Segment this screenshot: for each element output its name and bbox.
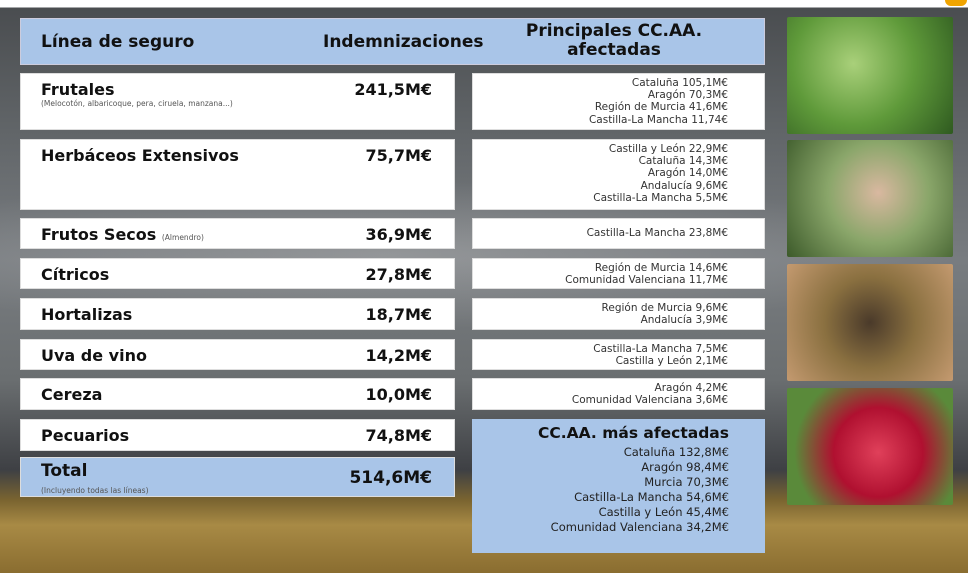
row-label: Cítricos	[41, 265, 110, 284]
table-row: Pecuarios 74,8M€	[20, 419, 455, 451]
header-regions-line2: afectadas	[567, 40, 661, 60]
region-item: Andalucía 9,6M€	[640, 179, 728, 192]
regions-cell: Castilla-La Mancha 7,5M€ Castilla y León …	[472, 339, 765, 370]
row-label: Cereza	[41, 385, 103, 404]
summary-item: Comunidad Valenciana 34,2M€	[550, 520, 729, 534]
regions-cell: Castilla-La Mancha 23,8M€	[472, 218, 765, 249]
header-regions: Principales CC.AA. afectadas	[514, 22, 714, 60]
table-header: Línea de seguro Indemnizaciones Principa…	[20, 18, 765, 65]
table-row: Frutales (Melocotón, albaricoque, pera, …	[20, 73, 455, 130]
region-item: Cataluña 14,3M€	[638, 155, 728, 168]
regions-cell: Región de Murcia 9,6M€ Andalucía 3,9M€	[472, 298, 765, 330]
region-item: Aragón 14,0M€	[647, 167, 728, 180]
photo-almond	[787, 140, 953, 257]
regions-cell: Cataluña 105,1M€ Aragón 70,3M€ Región de M…	[472, 73, 765, 130]
region-item: Castilla-La Mancha 23,8M€	[586, 227, 728, 239]
region-item: Aragón 4,2M€	[654, 382, 728, 394]
summary-item: Castilla-La Mancha 54,6M€	[574, 490, 729, 504]
row-value: 241,5M€	[354, 80, 432, 99]
summary-title: CC.AA. más afectadas	[538, 424, 729, 442]
row-value: 14,2M€	[365, 346, 432, 365]
row-label: Frutos Secos	[41, 225, 157, 244]
row-label: Pecuarios	[41, 426, 130, 445]
region-item: Aragón 70,3M€	[647, 89, 728, 102]
row-value: 75,7M€	[365, 146, 432, 165]
regions-cell: Castilla y León 22,9M€ Cataluña 14,3M€ Ara…	[472, 139, 765, 210]
total-row: Total (Incluyendo todas las líneas) 514,…	[20, 457, 455, 497]
region-item: Comunidad Valenciana 3,6M€	[571, 394, 728, 407]
region-item: Andalucía 3,9M€	[640, 314, 728, 327]
region-item: Castilla y León 2,1M€	[615, 355, 728, 368]
row-name: Cítricos	[41, 265, 109, 284]
table-row: Frutos Secos (Almendro) 36,9M€	[20, 218, 455, 249]
photo-fruit-tree	[787, 17, 953, 134]
row-note: (Melocotón, albaricoque, pera, ciruela, …	[41, 99, 233, 108]
photo-damaged-leaves	[787, 264, 953, 381]
region-item: Región de Murcia 14,6M€	[594, 262, 728, 274]
table-row: Herbáceos Extensivos 75,7M€	[20, 139, 455, 210]
summary-box: CC.AA. más afectadas Cataluña 132,8M€ Ara…	[472, 419, 765, 553]
row-name: Frutales	[41, 80, 115, 99]
table-row: Cereza 10,0M€	[20, 378, 455, 410]
logo	[945, 0, 967, 6]
total-value: 514,6M€	[349, 468, 432, 488]
region-item: Comunidad Valenciana 11,7M€	[565, 274, 728, 287]
row-name: Cereza	[41, 385, 102, 404]
header-regions-line1: Principales CC.AA.	[525, 21, 703, 41]
header-line: Línea de seguro	[41, 32, 195, 52]
region-item: Castilla-La Mancha 11,74€	[588, 113, 728, 126]
summary-item: Cataluña 132,8M€	[623, 445, 729, 459]
row-label: Herbáceos Extensivos	[41, 146, 239, 165]
row-name: Pecuarios	[41, 426, 129, 445]
row-value: 18,7M€	[365, 305, 432, 324]
summary-item: Murcia 70,3M€	[644, 475, 729, 489]
region-item: Región de Murcia 9,6M€	[601, 302, 728, 314]
row-label: Hortalizas	[41, 305, 133, 324]
row-name: Frutos Secos (Almendro)	[41, 225, 204, 244]
row-name: Hortalizas	[41, 305, 132, 324]
region-item: Castilla y León 22,9M€	[608, 143, 728, 155]
table-row: Hortalizas 18,7M€	[20, 298, 455, 330]
regions-cell: Región de Murcia 14,6M€ Comunidad Valenci…	[472, 258, 765, 289]
row-value: 27,8M€	[365, 265, 432, 284]
row-value: 10,0M€	[365, 385, 432, 404]
row-value: 36,9M€	[365, 225, 432, 244]
row-label: Frutales	[41, 80, 115, 99]
region-item: Castilla-La Mancha 7,5M€	[593, 343, 728, 355]
region-item: Castilla-La Mancha 5,5M€	[593, 191, 728, 204]
table-row: Cítricos 27,8M€	[20, 258, 455, 289]
row-note: (Almendro)	[161, 233, 204, 242]
total-label: Total	[41, 461, 88, 481]
photo-cherries	[787, 388, 953, 505]
total-note: (Incluyendo todas las líneas)	[41, 486, 149, 495]
row-value: 74,8M€	[365, 426, 432, 445]
regions-cell: Aragón 4,2M€ Comunidad Valenciana 3,6M€	[472, 378, 765, 410]
row-name: Uva de vino	[41, 346, 147, 365]
table-row: Uva de vino 14,2M€	[20, 339, 455, 370]
row-name: Herbáceos Extensivos	[41, 146, 239, 165]
region-item: Cataluña 105,1M€	[631, 77, 728, 89]
summary-item: Aragón 98,4M€	[641, 460, 729, 474]
summary-item: Castilla y León 45,4M€	[598, 505, 729, 519]
region-item: Región de Murcia 41,6M€	[594, 101, 728, 114]
row-label: Uva de vino	[41, 346, 147, 365]
header-indemnizaciones: Indemnizaciones	[323, 32, 484, 52]
